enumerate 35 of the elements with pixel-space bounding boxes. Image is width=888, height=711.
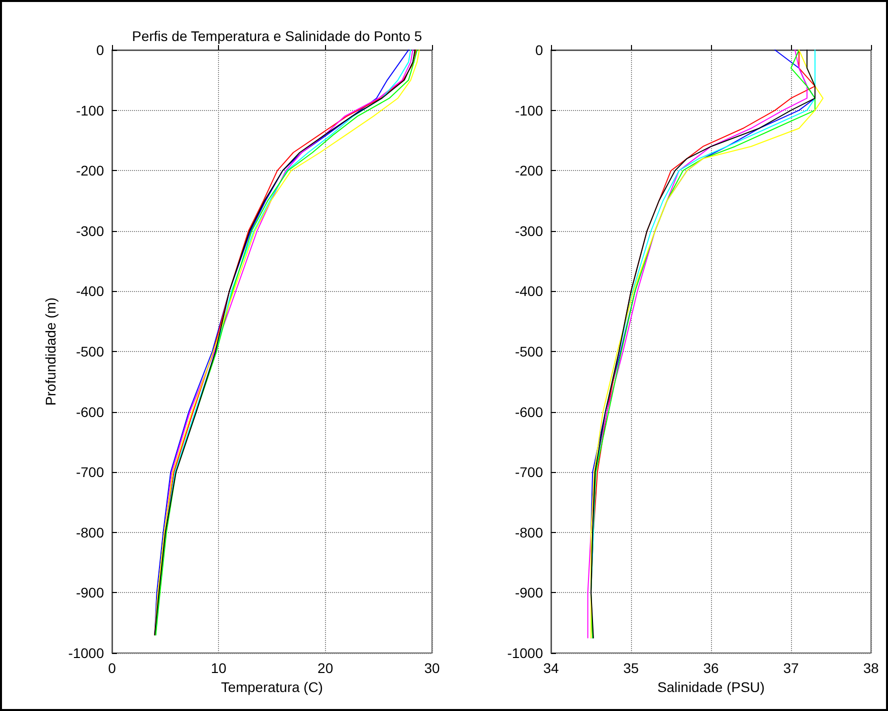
- y-tick-label: -600: [514, 404, 544, 420]
- y-tick-label: -400: [76, 283, 104, 300]
- y-tick-label: -500: [514, 344, 544, 360]
- y-tick-label: -900: [514, 584, 544, 601]
- y-tick-label: -800: [514, 524, 544, 540]
- y-tick-label: -100: [514, 102, 544, 118]
- x-tick-label: 36: [703, 660, 719, 676]
- y-tick-label: -700: [514, 464, 544, 480]
- y-tick-label: -400: [514, 283, 544, 300]
- y-tick-label: -800: [76, 524, 104, 540]
- y-axis-title: Profundidade (m): [42, 297, 58, 406]
- y-tick-label: -100: [76, 102, 104, 118]
- x-tick-label: 34: [543, 660, 559, 676]
- x-tick-label: 37: [783, 660, 799, 676]
- x-tick-label: 20: [318, 660, 334, 676]
- y-tick-label: -600: [76, 404, 104, 420]
- y-tick-label: 0: [535, 42, 544, 58]
- y-tick-label: -500: [76, 344, 104, 360]
- y-tick-label: -700: [76, 464, 104, 480]
- x-axis-title: Temperatura (C): [221, 678, 323, 695]
- y-tick-label: -1000: [507, 645, 544, 661]
- chart-title: Perfis de Temperatura e Salinidade do Ponto 5: [132, 28, 422, 44]
- x-tick-label: 0: [108, 660, 116, 676]
- y-tick-label: -300: [76, 222, 104, 239]
- y-tick-label: -200: [76, 162, 104, 179]
- x-tick-label: 38: [863, 660, 879, 676]
- y-tick-label: -900: [76, 584, 104, 601]
- y-tick-label: -1000: [68, 645, 104, 661]
- x-tick-label: 35: [623, 660, 639, 676]
- x-tick-label: 10: [210, 660, 227, 676]
- x-tick-label: 30: [424, 660, 440, 676]
- y-tick-label: -300: [514, 222, 544, 239]
- x-axis-title: Salinidade (PSU): [657, 678, 765, 695]
- y-tick-label: 0: [96, 42, 104, 58]
- y-tick-label: -200: [514, 162, 544, 179]
